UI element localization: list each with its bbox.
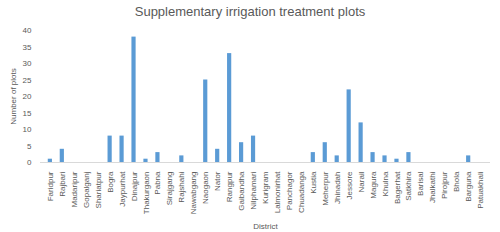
svg-text:35: 35 (23, 43, 32, 52)
svg-text:Rajbari: Rajbari (58, 171, 67, 197)
svg-text:Jhalkathi: Jhalkathi (428, 171, 437, 203)
svg-text:Kurigram: Kurigram (261, 171, 270, 204)
svg-text:Jessore: Jessore (345, 171, 354, 200)
svg-text:Bagerhat: Bagerhat (393, 171, 402, 204)
svg-text:Jaypurhat: Jaypurhat (118, 171, 127, 207)
svg-text:Nawabgang: Nawabgang (189, 172, 198, 215)
svg-text:25: 25 (23, 76, 32, 85)
svg-text:Faridpur: Faridpur (46, 171, 55, 201)
svg-text:Nator: Nator (213, 171, 222, 191)
svg-text:District: District (253, 222, 278, 231)
svg-text:20: 20 (23, 92, 32, 101)
svg-text:Nilphamari: Nilphamari (249, 171, 258, 209)
svg-text:Rajshahi: Rajshahi (177, 171, 186, 202)
svg-text:40: 40 (23, 26, 32, 35)
svg-text:15: 15 (23, 109, 32, 118)
svg-text:Gaibandha: Gaibandha (237, 171, 246, 211)
html-text:Supplementary irrigation treat: Supplementary irrigation treatment plots (134, 4, 366, 19)
svg-text:Chuadanga: Chuadanga (297, 171, 306, 213)
svg-text:Meherpur: Meherpur (321, 171, 330, 206)
svg-text:Naogaon: Naogaon (201, 172, 210, 204)
svg-text:Pirojpur: Pirojpur (440, 171, 449, 199)
svg-text:Barguna: Barguna (464, 171, 473, 202)
svg-text:Panchagor: Panchagor (285, 171, 294, 210)
svg-text:Gopalganj: Gopalganj (82, 171, 91, 208)
svg-text:5: 5 (27, 142, 32, 151)
svg-text:Lalmonirhat: Lalmonirhat (273, 171, 282, 214)
svg-text:10: 10 (23, 125, 32, 134)
svg-text:Khulna: Khulna (381, 171, 390, 196)
svg-text:Pabna: Pabna (153, 171, 162, 195)
svg-text:Bhola: Bhola (452, 171, 461, 192)
svg-text:Sirajgang: Sirajgang (165, 172, 174, 206)
svg-text:30: 30 (23, 59, 32, 68)
svg-text:Magura: Magura (369, 171, 378, 199)
svg-text:Madaripur: Madaripur (70, 171, 79, 207)
svg-text:Patuakhali: Patuakhali (476, 171, 485, 209)
svg-text:Shariatpur: Shariatpur (94, 171, 103, 208)
svg-text:0: 0 (27, 158, 32, 167)
svg-text:Jhinadah: Jhinadah (333, 172, 342, 204)
svg-text:Barisal: Barisal (416, 171, 425, 196)
svg-text:Number of plots: Number of plots (9, 68, 18, 124)
svg-text:Narail: Narail (357, 171, 366, 192)
svg-text:Kustia: Kustia (309, 171, 318, 194)
svg-text:Thakurgaon: Thakurgaon (142, 172, 151, 215)
svg-text:Rangpur: Rangpur (225, 171, 234, 202)
svg-text:Bogra: Bogra (106, 171, 115, 193)
svg-text:Satkhira: Satkhira (404, 171, 413, 201)
svg-text:Dinajpur: Dinajpur (130, 171, 139, 201)
